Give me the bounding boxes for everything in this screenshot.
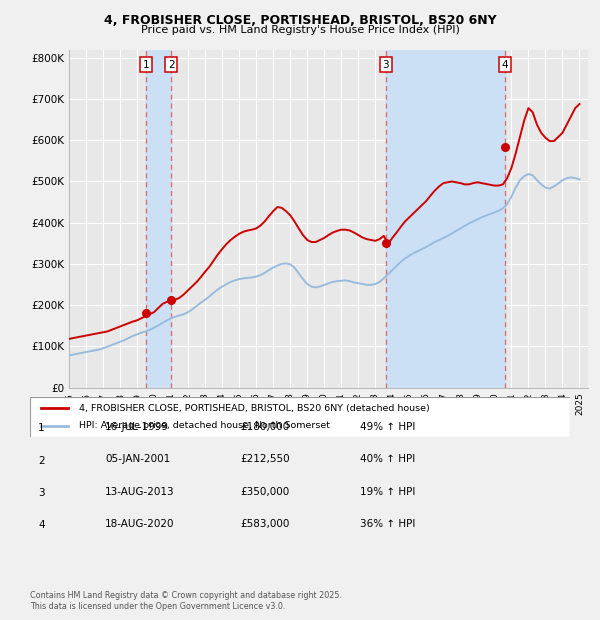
Text: 40% ↑ HPI: 40% ↑ HPI	[360, 454, 415, 464]
Text: 05-JAN-2001: 05-JAN-2001	[105, 454, 170, 464]
Text: 4: 4	[38, 520, 45, 530]
Text: 13-AUG-2013: 13-AUG-2013	[105, 487, 175, 497]
Text: 3: 3	[383, 60, 389, 70]
Text: 4, FROBISHER CLOSE, PORTISHEAD, BRISTOL, BS20 6NY (detached house): 4, FROBISHER CLOSE, PORTISHEAD, BRISTOL,…	[79, 404, 430, 412]
Text: Price paid vs. HM Land Registry's House Price Index (HPI): Price paid vs. HM Land Registry's House …	[140, 25, 460, 35]
Text: £350,000: £350,000	[240, 487, 289, 497]
Text: 49% ↑ HPI: 49% ↑ HPI	[360, 422, 415, 432]
Text: Contains HM Land Registry data © Crown copyright and database right 2025.
This d: Contains HM Land Registry data © Crown c…	[30, 591, 342, 611]
Text: £583,000: £583,000	[240, 519, 289, 529]
Text: 2: 2	[38, 456, 45, 466]
Text: 19% ↑ HPI: 19% ↑ HPI	[360, 487, 415, 497]
Text: 1: 1	[38, 423, 45, 433]
Text: 2: 2	[168, 60, 175, 70]
Text: HPI: Average price, detached house, North Somerset: HPI: Average price, detached house, Nort…	[79, 422, 329, 430]
Text: 1: 1	[143, 60, 149, 70]
Text: 18-AUG-2020: 18-AUG-2020	[105, 519, 175, 529]
Text: £180,000: £180,000	[240, 422, 289, 432]
Bar	[146, 50, 171, 388]
Text: £212,550: £212,550	[240, 454, 290, 464]
Text: 4, FROBISHER CLOSE, PORTISHEAD, BRISTOL, BS20 6NY: 4, FROBISHER CLOSE, PORTISHEAD, BRISTOL,…	[104, 14, 496, 27]
Text: 16-JUL-1999: 16-JUL-1999	[105, 422, 169, 432]
Text: 3: 3	[38, 488, 45, 498]
Text: 4: 4	[502, 60, 508, 70]
Text: 36% ↑ HPI: 36% ↑ HPI	[360, 519, 415, 529]
Bar	[386, 50, 505, 388]
